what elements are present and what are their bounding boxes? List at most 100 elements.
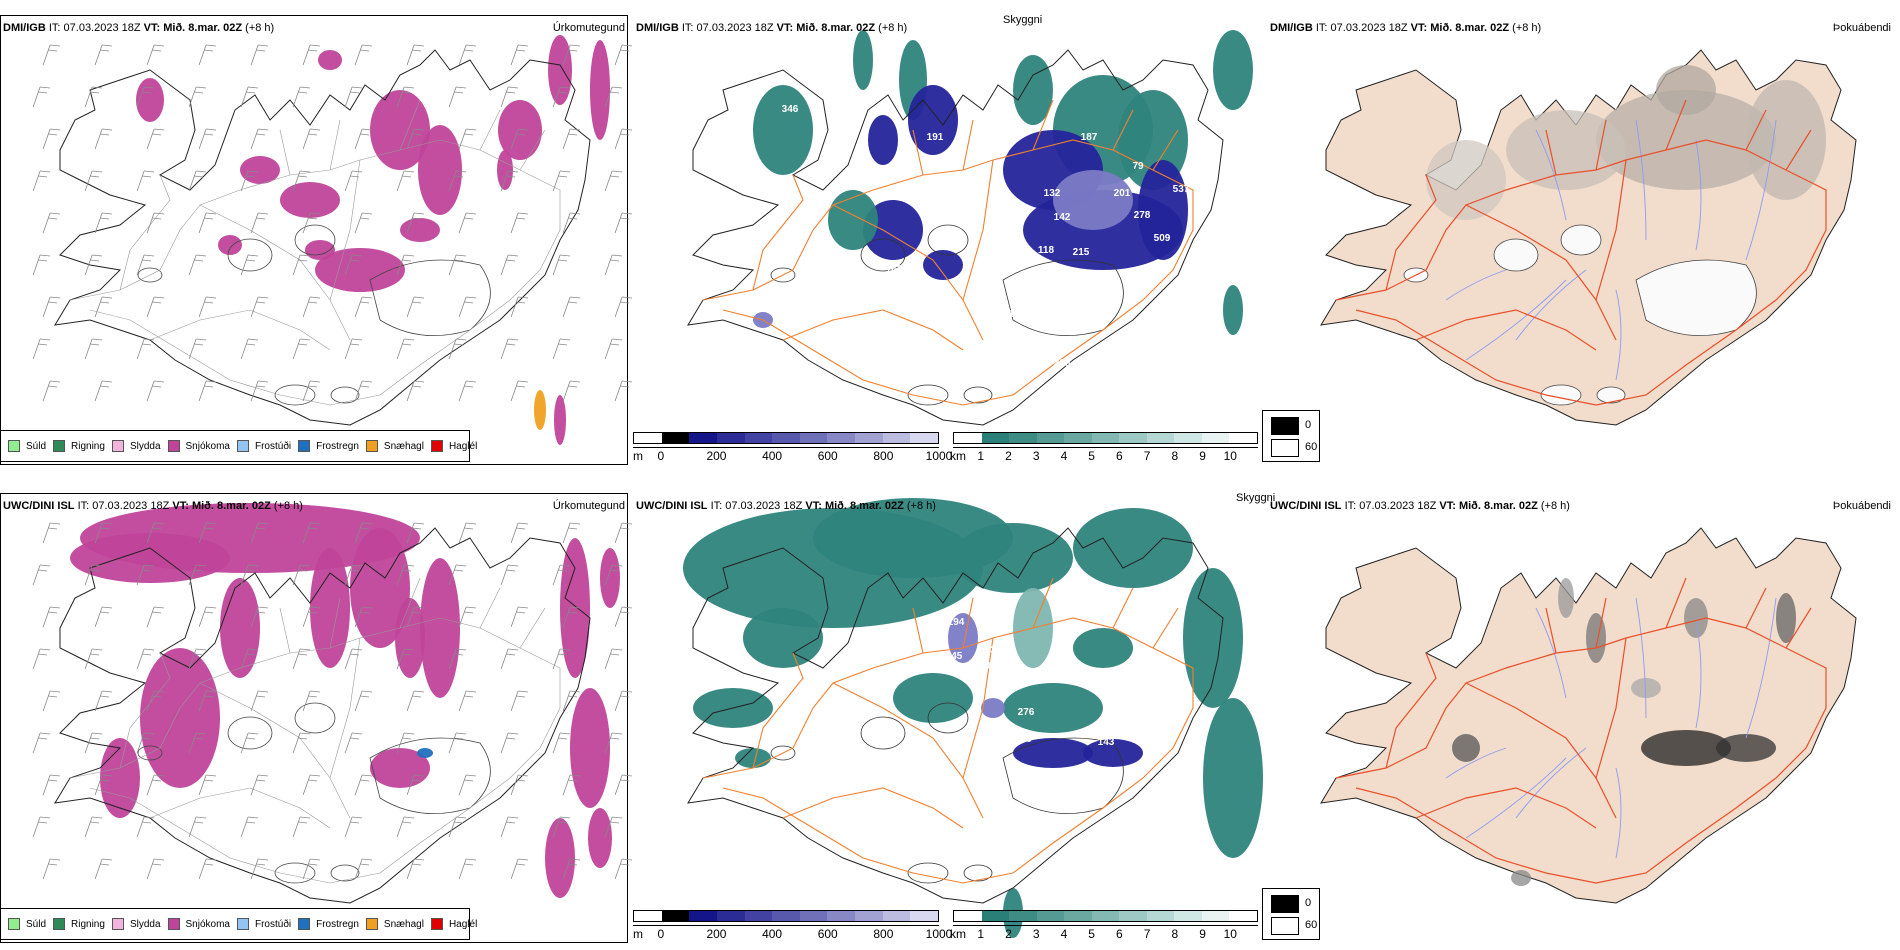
wind-barb [146,774,165,796]
legend-swatch [111,440,124,452]
fog-legend-label: 0 [1305,419,1312,431]
wind-barb [354,44,373,66]
wind-barb [42,522,61,544]
colorbar-bin [827,911,856,921]
wind-barb [250,606,269,628]
colorbar-bin [634,433,662,443]
weather-area [70,533,230,583]
wind-barb [406,774,425,796]
weather-area [735,748,771,768]
weather-area [1213,30,1253,110]
visibility-colorbar: km 1 2 3 4 5 6 7 8 9 10 [950,910,1258,941]
fog-area [1506,110,1626,190]
wind-barb [354,212,373,234]
wind-barb [302,690,321,712]
weather-area [136,78,164,122]
wind-barb [614,522,633,544]
wind-barb [198,690,217,712]
weather-area [310,548,350,668]
wind-barb [292,648,311,670]
wind-barb [302,858,321,880]
wind-barb [510,44,529,66]
wind-barb [562,774,581,796]
wind-barb [94,690,113,712]
wind-barb [458,128,477,150]
legend-item: Haglél [430,918,478,930]
wind-barb [292,86,311,108]
legend-item: Slydda [111,440,161,452]
wind-barb [406,44,425,66]
wind-barb [552,732,571,754]
wind-barb [302,212,321,234]
wind-barb [448,732,467,754]
weather-area [588,808,612,868]
weather-area [1053,170,1133,230]
legend-item: Rigning [53,440,105,452]
cloud-base-label: 665 [992,596,1009,607]
wind-barb [344,564,363,586]
colorbar-tick-label: 200 [706,927,727,941]
cloud-base-label: 276 [1018,707,1035,718]
wind-barb [188,86,207,108]
wind-barb [614,128,633,150]
wind-barb [240,170,259,192]
wind-barb [250,774,269,796]
wind-barb [292,338,311,360]
colorbar-bin [1201,433,1230,443]
colorbar-tick-label: 5 [1088,927,1095,941]
wind-barb [354,296,373,318]
panel-visibility-dmi: 346 191 130 107 85 103 132 142 118 215 183 113 88 187… [633,0,1320,470]
colorbar-bin [827,433,856,443]
colorbar-tick-label: 4 [1060,927,1068,941]
panel-visibility-uwc: 665 357 194 402 345 436 277 830 276 228 98 143 30 UW… [633,478,1320,948]
wind-barb [552,254,571,276]
wind-barb [136,648,155,670]
cloud-base-label: 436 [985,645,1002,656]
wind-barb [94,380,113,402]
legend-swatch [236,918,249,930]
wind-barb [510,380,529,402]
wind-barb [198,774,217,796]
wind-barb [84,732,103,754]
wind-barb [562,858,581,880]
fog-legend-swatch [1271,895,1299,913]
cloud-base-label: 118 [1038,245,1055,256]
wind-barb [448,816,467,838]
field-title: Úrkomutegund [552,500,625,512]
cloud-base-label: 537 [1173,184,1190,195]
wind-barb [510,296,529,318]
legend-label: Snæhagl [383,440,424,452]
colorbar-bin [1091,433,1120,443]
legend-label: Súld [26,918,47,930]
wind-barb [344,648,363,670]
panel-header: UWC/DINI ISL IT: 07.03.2023 18Z VT: Mið.… [1270,500,1570,512]
colorbar-tick-label: 6 [1116,449,1123,463]
wind-barb [240,254,259,276]
wind-barb [32,816,51,838]
weather-area [953,523,1073,593]
wind-barb [562,128,581,150]
wind-barb [240,816,259,838]
wind-barb [250,128,269,150]
wind-barb [458,296,477,318]
colorbar-bin [1174,911,1202,921]
colorbar-bin [1091,911,1120,921]
weather-area [853,30,873,90]
weather-area [315,248,405,292]
wind-barb [136,254,155,276]
legend-label: Frostúði [254,440,292,452]
colorbar-bin [981,433,1010,443]
wind-barb [136,732,155,754]
fog-legend-swatch [1271,439,1299,457]
wind-barb [344,86,363,108]
wind-barb [604,86,623,108]
wind-barb [188,564,207,586]
legend-label: Haglél [448,918,478,930]
wind-barb [406,212,425,234]
fog-area [1776,593,1796,643]
cloud-base-label: 346 [782,104,799,115]
cloud-base-label: 402 [992,622,1009,633]
wind-barb [146,380,165,402]
colorbar-tick-label: 7 [1143,449,1151,463]
fog-area [1746,80,1826,200]
